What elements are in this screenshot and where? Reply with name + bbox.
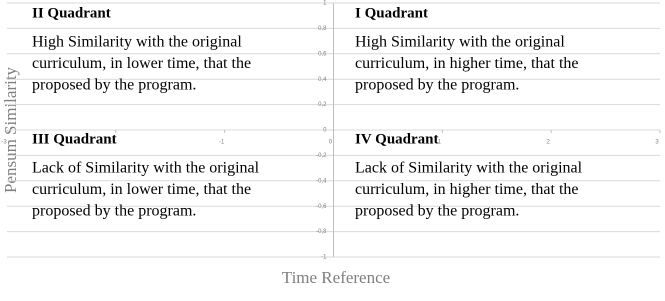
y-tick-label: 0,4 — [318, 77, 327, 83]
y-tick-label: 0,2 — [318, 102, 327, 108]
x-tick-label: 0 — [329, 140, 333, 146]
quadrant-text: curriculum, in lower time, that the — [32, 181, 251, 198]
quadrant-text: proposed by the program. — [355, 77, 519, 94]
x-tick-label: 2 — [546, 140, 550, 146]
quadrant-text: curriculum, in higher time, that the — [355, 181, 579, 198]
quadrant-title: I Quadrant — [355, 5, 428, 21]
y-tick-label: -1 — [321, 255, 327, 261]
quadrant-title: III Quadrant — [32, 131, 117, 147]
quadrant-text: curriculum, in lower time, that the — [32, 55, 251, 72]
y-tick-label: -0,4 — [316, 178, 327, 184]
y-tick-label: -0,8 — [316, 229, 327, 235]
x-tick-label: 1 — [438, 140, 442, 146]
x-tick-label: -2 — [110, 140, 116, 146]
quadrant-text: proposed by the program. — [32, 77, 196, 94]
y-tick-label: -0,2 — [316, 153, 327, 159]
quadrant-text: proposed by the program. — [355, 203, 519, 220]
quadrant-text: High Similarity with the original — [355, 34, 565, 51]
y-tick-label: 0,8 — [318, 26, 327, 32]
quadrant-text: curriculum, in higher time, that the — [355, 55, 579, 72]
quadrant-title: II Quadrant — [32, 5, 111, 21]
y-tick-label: -0,6 — [316, 204, 327, 210]
y-tick-label: 1 — [323, 1, 327, 7]
x-axis-title: Time Reference — [282, 268, 390, 287]
quadrant-text: proposed by the program. — [32, 203, 196, 220]
x-tick-label: 3 — [655, 140, 659, 146]
y-tick-label: 0,6 — [318, 51, 327, 57]
quadrant-text: Lack of Similarity with the original — [355, 160, 583, 177]
quadrant-title: IV Quadrant — [355, 131, 439, 147]
quadrant-text: Lack of Similarity with the original — [32, 160, 260, 177]
quadrant-text: High Similarity with the original — [32, 34, 242, 51]
x-tick-label: -1 — [219, 140, 225, 146]
y-tick-label: 0 — [323, 128, 327, 134]
x-tick-label: -3 — [1, 140, 7, 146]
